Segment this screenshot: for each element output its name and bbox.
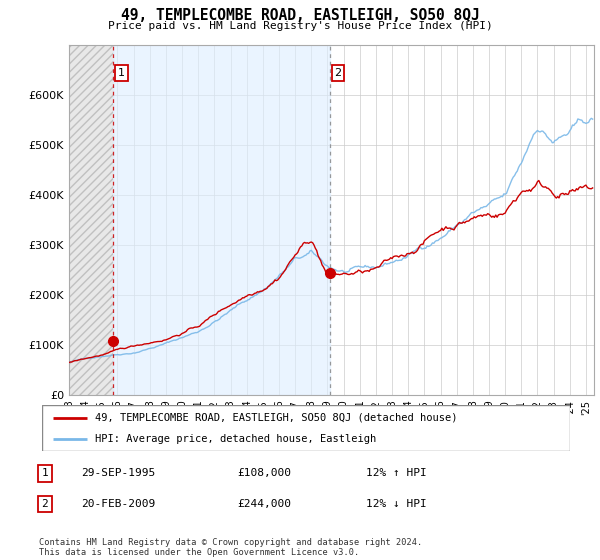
- Text: £108,000: £108,000: [237, 468, 291, 478]
- Text: £244,000: £244,000: [237, 499, 291, 509]
- Text: 1: 1: [118, 68, 125, 78]
- Text: 1: 1: [41, 468, 49, 478]
- Text: 20-FEB-2009: 20-FEB-2009: [81, 499, 155, 509]
- Text: 2: 2: [334, 68, 341, 78]
- Bar: [113, 45, 329, 395]
- Bar: [69, 45, 113, 395]
- Text: HPI: Average price, detached house, Eastleigh: HPI: Average price, detached house, East…: [95, 435, 376, 444]
- Text: 12% ↓ HPI: 12% ↓ HPI: [366, 499, 427, 509]
- Text: 12% ↑ HPI: 12% ↑ HPI: [366, 468, 427, 478]
- Text: 49, TEMPLECOMBE ROAD, EASTLEIGH, SO50 8QJ (detached house): 49, TEMPLECOMBE ROAD, EASTLEIGH, SO50 8Q…: [95, 413, 457, 423]
- Text: Price paid vs. HM Land Registry's House Price Index (HPI): Price paid vs. HM Land Registry's House …: [107, 21, 493, 31]
- Text: 49, TEMPLECOMBE ROAD, EASTLEIGH, SO50 8QJ: 49, TEMPLECOMBE ROAD, EASTLEIGH, SO50 8Q…: [121, 8, 479, 24]
- Text: Contains HM Land Registry data © Crown copyright and database right 2024.
This d: Contains HM Land Registry data © Crown c…: [39, 538, 422, 557]
- FancyBboxPatch shape: [42, 405, 570, 451]
- Text: 29-SEP-1995: 29-SEP-1995: [81, 468, 155, 478]
- Bar: [69, 45, 113, 395]
- Text: 2: 2: [41, 499, 49, 509]
